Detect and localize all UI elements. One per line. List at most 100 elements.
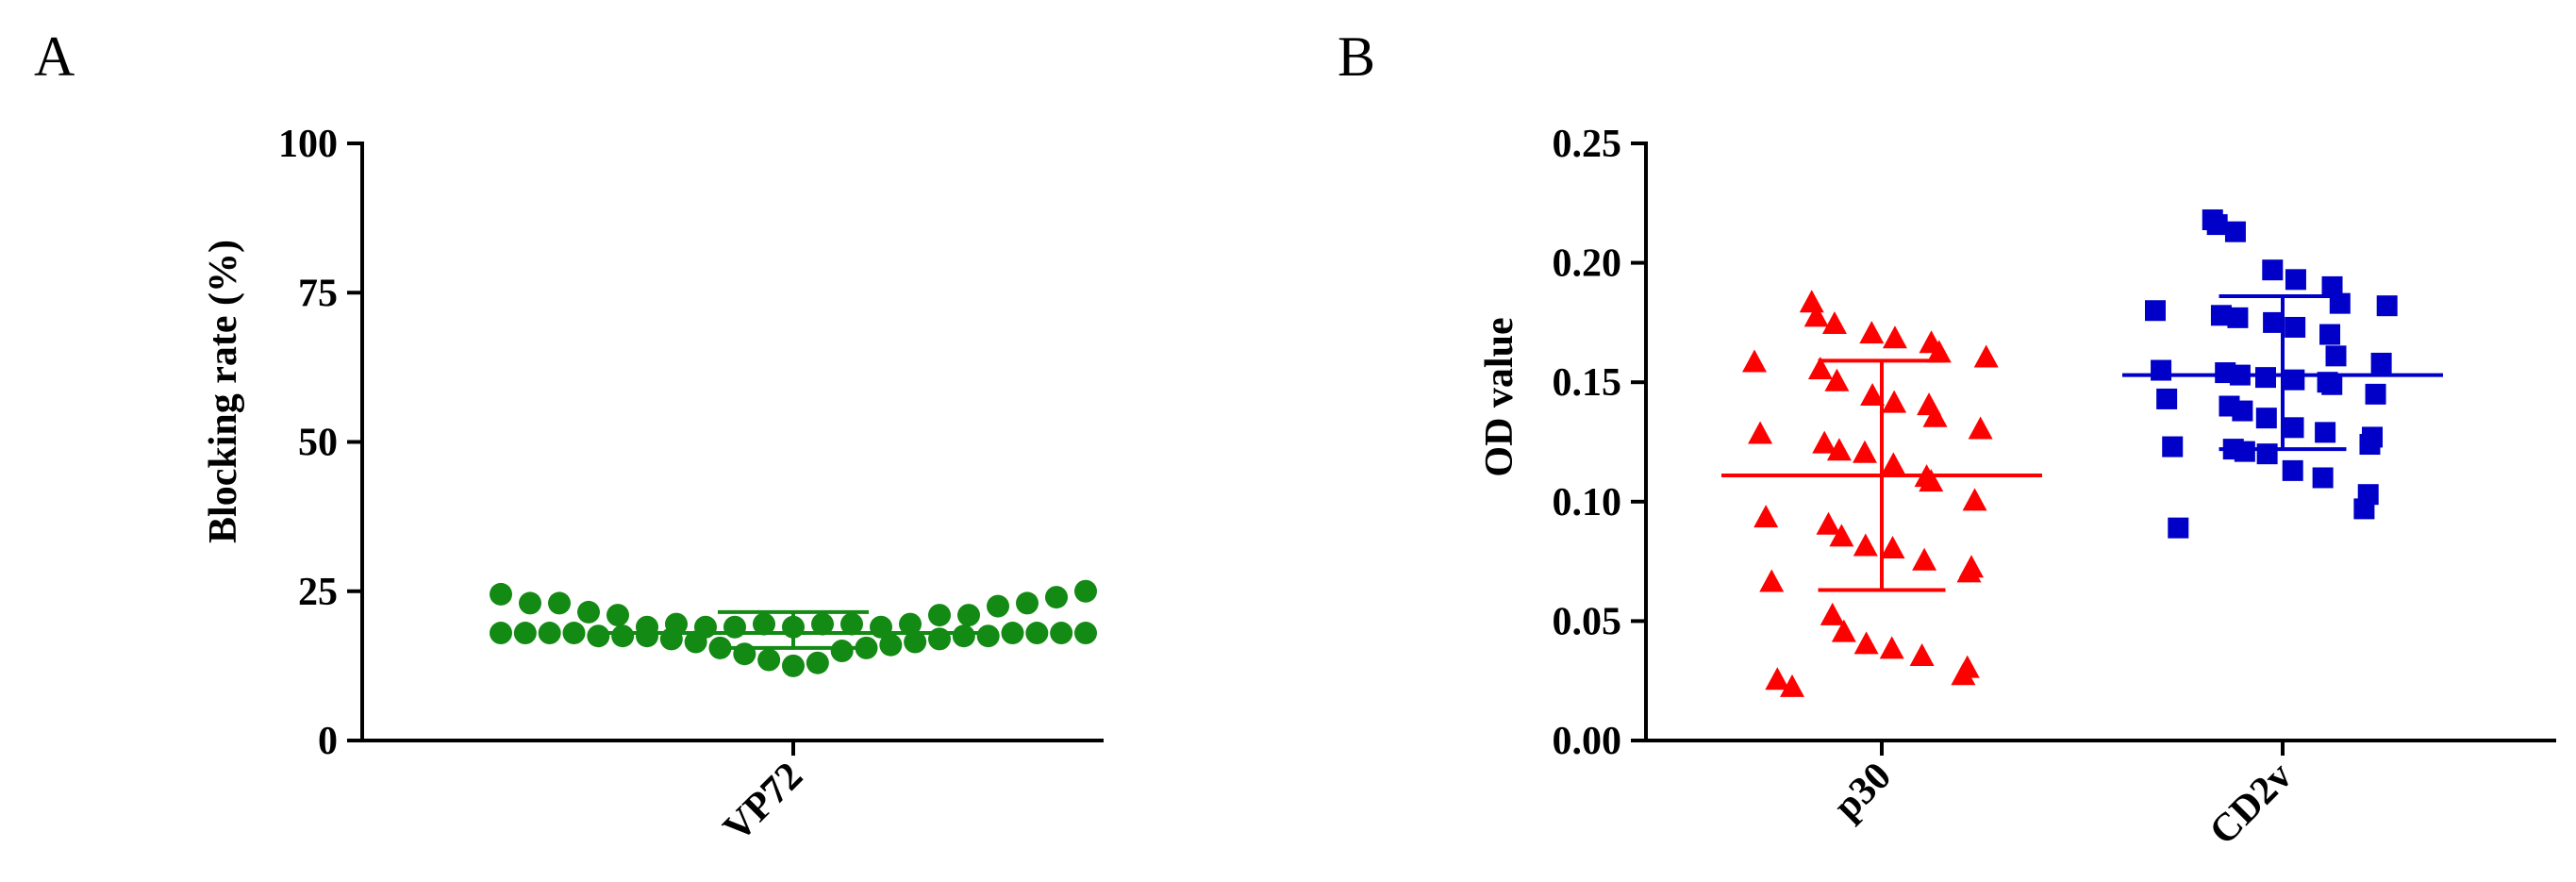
data-point bbox=[1812, 430, 1837, 454]
data-point bbox=[1748, 421, 1773, 444]
data-point bbox=[2151, 359, 2172, 381]
data-point bbox=[2255, 408, 2277, 429]
data-point bbox=[806, 651, 829, 674]
data-point bbox=[684, 630, 707, 654]
data-point bbox=[1753, 505, 1779, 528]
data-point bbox=[1803, 304, 1829, 327]
data-point bbox=[1879, 636, 1904, 659]
x-tick-label: VP72 bbox=[715, 755, 811, 851]
panel-b-y-ticks: 0.00 0.05 0.10 0.15 0.20 0.25 bbox=[1553, 123, 1646, 763]
data-point bbox=[2376, 295, 2398, 317]
panel-a: A Blocking rate (%) 0 25 50 75 100 VP72 bbox=[34, 25, 1104, 850]
data-point bbox=[2232, 400, 2253, 422]
data-point bbox=[1799, 290, 1824, 313]
data-point bbox=[2263, 311, 2285, 333]
data-point bbox=[1973, 344, 1999, 368]
data-point bbox=[1807, 357, 1833, 380]
data-point bbox=[1816, 511, 1841, 535]
data-point bbox=[2262, 259, 2284, 281]
data-point bbox=[1919, 469, 1944, 492]
data-point bbox=[2156, 388, 2178, 409]
data-point bbox=[2370, 352, 2392, 374]
data-point bbox=[1909, 642, 1935, 666]
data-point bbox=[1780, 674, 1804, 697]
data-point bbox=[976, 624, 1000, 648]
y-tick-label: 0 bbox=[318, 720, 338, 763]
y-tick-label: 50 bbox=[298, 422, 338, 465]
data-point bbox=[1956, 559, 1982, 583]
panel-b-axes bbox=[1644, 141, 2556, 742]
data-point bbox=[607, 604, 629, 627]
y-tick-label: 0.10 bbox=[1553, 481, 1622, 524]
data-point bbox=[611, 624, 635, 648]
data-point bbox=[1821, 311, 1847, 335]
data-point bbox=[2227, 307, 2249, 328]
panel-a-y-ticks: 0 25 50 75 100 bbox=[278, 123, 362, 763]
x-tick-label: p30 bbox=[1825, 755, 1900, 829]
data-point bbox=[2321, 374, 2343, 395]
data-point bbox=[733, 642, 756, 666]
data-point bbox=[2282, 459, 2303, 481]
data-point bbox=[2283, 417, 2304, 439]
data-point bbox=[1824, 368, 1850, 391]
data-point bbox=[1742, 349, 1767, 373]
data-point bbox=[2353, 498, 2375, 520]
data-point bbox=[2234, 441, 2255, 462]
y-tick-label: 0.25 bbox=[1553, 123, 1622, 166]
data-point bbox=[577, 600, 600, 624]
panel-a-mean-sd bbox=[595, 609, 991, 650]
data-point bbox=[1765, 667, 1790, 691]
data-point bbox=[548, 591, 571, 615]
y-tick-label: 0.05 bbox=[1553, 600, 1622, 643]
panel-b-y-axis-title: OD value bbox=[1478, 317, 1521, 476]
data-point bbox=[1968, 416, 1993, 440]
data-point bbox=[2224, 221, 2246, 242]
data-point bbox=[2312, 467, 2334, 489]
data-point bbox=[1853, 631, 1879, 655]
panel-b-label: B bbox=[1338, 25, 1375, 88]
data-point bbox=[513, 622, 537, 645]
data-point bbox=[1880, 536, 1905, 559]
data-point bbox=[2168, 517, 2189, 539]
data-point bbox=[1853, 533, 1878, 557]
data-point bbox=[2321, 275, 2343, 297]
data-point bbox=[1045, 586, 1068, 609]
data-point bbox=[2162, 436, 2184, 458]
data-point bbox=[987, 594, 1009, 618]
data-point bbox=[1074, 579, 1097, 603]
panel-a-label: A bbox=[34, 25, 75, 88]
data-point bbox=[519, 591, 541, 615]
data-point bbox=[1759, 569, 1785, 592]
data-point bbox=[2359, 434, 2381, 456]
panel-b-data-points bbox=[1742, 209, 2398, 697]
data-point bbox=[811, 612, 834, 636]
panel-a-axes bbox=[360, 141, 1104, 742]
data-point bbox=[1016, 591, 1039, 615]
data-point bbox=[830, 640, 854, 663]
data-point bbox=[2256, 443, 2278, 465]
data-point bbox=[952, 624, 975, 648]
data-point bbox=[723, 615, 746, 639]
data-point bbox=[928, 627, 951, 651]
data-point bbox=[1962, 488, 1987, 511]
data-point bbox=[587, 624, 610, 648]
y-tick-label: 0.15 bbox=[1553, 361, 1622, 405]
data-point bbox=[2365, 383, 2386, 405]
data-point bbox=[1859, 321, 1885, 344]
data-point bbox=[753, 612, 775, 636]
data-point bbox=[2285, 269, 2306, 291]
data-point bbox=[562, 622, 586, 645]
data-point bbox=[1826, 438, 1852, 461]
data-point bbox=[1820, 602, 1845, 625]
data-point bbox=[1951, 662, 1976, 686]
data-point bbox=[1926, 340, 1952, 363]
data-point bbox=[1912, 547, 1937, 571]
y-tick-label: 75 bbox=[298, 272, 338, 315]
data-point bbox=[490, 622, 512, 645]
data-point bbox=[757, 648, 781, 672]
data-point bbox=[879, 633, 903, 657]
data-point bbox=[2210, 305, 2232, 326]
data-point bbox=[2145, 300, 2166, 322]
data-point bbox=[1882, 390, 1907, 413]
